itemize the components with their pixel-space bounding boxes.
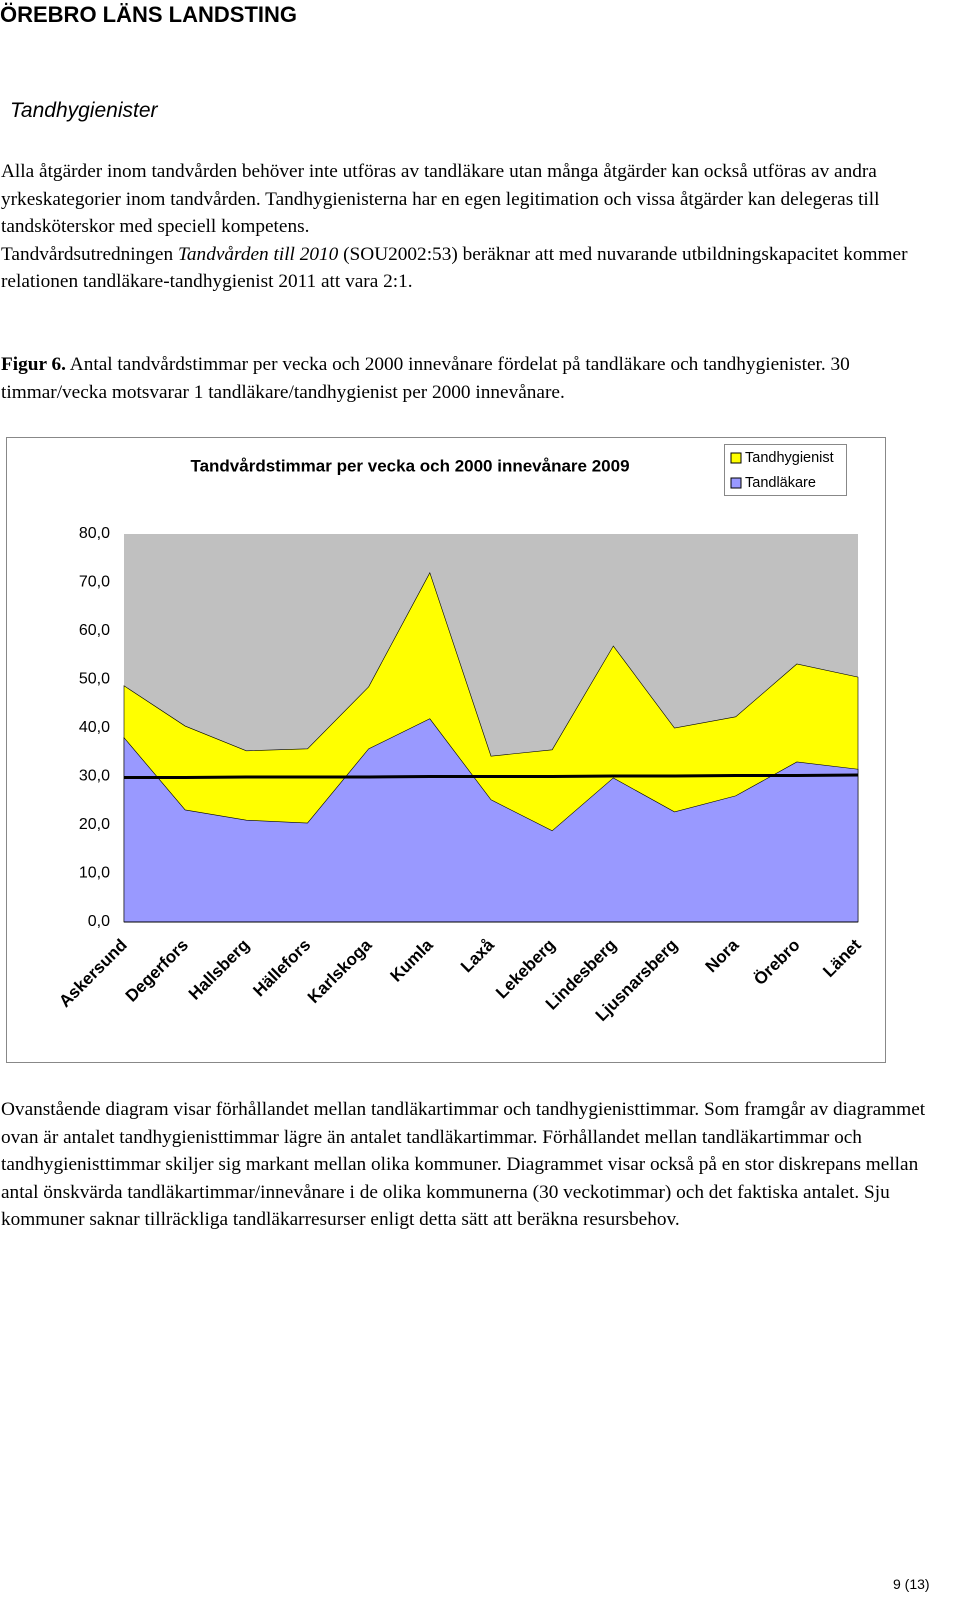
paragraph: Alla åtgärder inom tandvården behöver in… bbox=[1, 161, 880, 238]
area bbox=[123, 718, 859, 923]
caption-label: Figur 6. bbox=[1, 354, 66, 375]
y-tick-label: 30,0 bbox=[79, 768, 110, 785]
y-tick-label: 10,0 bbox=[79, 865, 110, 882]
y-tick-label: 50,0 bbox=[79, 671, 110, 688]
y-tick-label: 0,0 bbox=[88, 913, 110, 930]
legend-box bbox=[724, 444, 847, 496]
chart: Tandvårdstimmar per vecka och 2000 innev… bbox=[6, 437, 886, 1063]
text: (SOU2002:53) beräknar att med nuvarande … bbox=[1, 243, 908, 293]
header-title: ÖREBRO LÄNS LANDSTING bbox=[0, 2, 297, 27]
intro: Alla åtgärder inom tandvården behöver in… bbox=[1, 158, 941, 296]
legend-swatch bbox=[730, 452, 742, 464]
reference-line bbox=[124, 773, 859, 779]
y-tick-label: 70,0 bbox=[79, 574, 110, 591]
italic-text: Tandvården till 2010 bbox=[177, 243, 339, 265]
paragraph: Tandvårdsutredningen Tandvården till 201… bbox=[1, 241, 941, 296]
legend-swatch bbox=[730, 477, 742, 489]
y-tick-label: 80,0 bbox=[79, 525, 110, 542]
y-tick-label: 60,0 bbox=[79, 622, 110, 639]
page-number: 9 (13) bbox=[893, 1576, 930, 1592]
legend-label: Tandhygienist bbox=[745, 450, 834, 466]
heading: Tandhygienister bbox=[10, 99, 158, 122]
chart-title: Tandvårdstimmar per vecka och 2000 innev… bbox=[190, 456, 629, 475]
caption-text: Antal tandvårdstimmar per vecka och 2000… bbox=[1, 354, 850, 403]
caption: Figur 6. Antal tandvårdstimmar per vecka… bbox=[1, 351, 941, 406]
y-tick-label: 20,0 bbox=[79, 816, 110, 833]
paragraph: Ovanstående diagram visar förhållandet m… bbox=[1, 1099, 926, 1231]
y-tick-label: 40,0 bbox=[79, 719, 110, 736]
legend-label: Tandläkare bbox=[745, 475, 816, 491]
legend: Tandhygienist Tandläkare bbox=[724, 444, 847, 496]
text: Tandvårdsutredningen bbox=[1, 243, 174, 265]
